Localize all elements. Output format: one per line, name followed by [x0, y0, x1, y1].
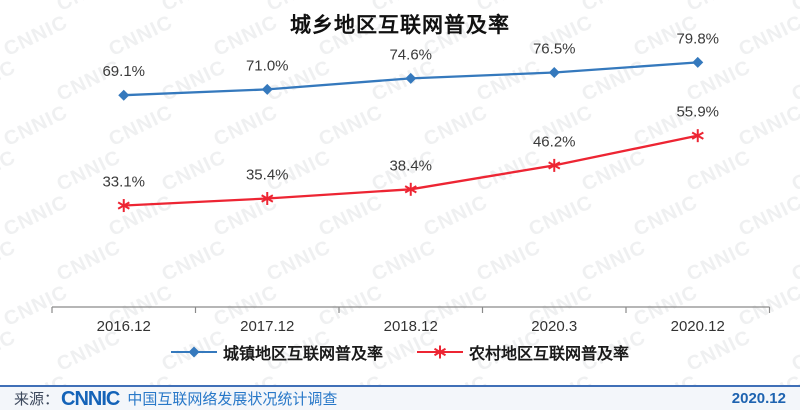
data-label: 71.0% [246, 57, 289, 74]
data-label: 79.8% [676, 30, 719, 47]
asterisk-marker-icon [433, 345, 447, 359]
chart-title: 城乡地区互联网普及率 [290, 14, 510, 37]
x-tick-label: 2018.12 [384, 318, 438, 335]
data-label: 46.2% [533, 133, 576, 150]
data-point-marker [117, 199, 130, 213]
legend-item-rural: 农村地区互联网普及率 [417, 340, 629, 364]
report-date: 2020.12 [731, 390, 786, 407]
legend-label-urban: 城镇地区互联网普及率 [222, 346, 383, 363]
data-label: 74.6% [389, 46, 432, 63]
rural-series-marker-icon [417, 345, 463, 359]
data-label: 55.9% [676, 104, 719, 121]
x-tick-label: 2016.12 [97, 318, 151, 335]
data-label: 69.1% [102, 63, 145, 80]
survey-org-name: 中国互联网络发展状况统计调查 [127, 391, 338, 408]
x-tick-label: 2020.3 [531, 318, 577, 335]
data-label: 38.4% [389, 157, 432, 174]
legend-label-rural: 农村地区互联网普及率 [469, 346, 630, 363]
source-label: 来源： [14, 391, 60, 408]
data-point-marker [691, 129, 704, 143]
data-point-marker [261, 191, 274, 205]
cnnic-logo: CNNIC [61, 387, 120, 410]
chart-legend: 城镇地区互联网普及率 农村地区互联网普及率 [0, 340, 800, 364]
data-point-marker [118, 89, 130, 101]
data-label: 33.1% [102, 174, 145, 191]
x-tick-label: 2020.12 [671, 318, 725, 335]
urban-series-marker-icon [170, 346, 217, 358]
data-point-marker [404, 182, 417, 196]
data-label: 35.4% [246, 166, 289, 183]
data-point-marker [548, 67, 560, 79]
data-point-marker [692, 56, 704, 68]
legend-item-urban: 城镇地区互联网普及率 [170, 340, 383, 364]
data-point-marker [261, 83, 273, 95]
data-point-marker [405, 72, 417, 84]
x-tick-label: 2017.12 [240, 318, 294, 335]
data-point-marker [548, 158, 561, 172]
data-label: 76.5% [533, 41, 576, 58]
diamond-marker-icon [188, 346, 200, 358]
footer-bar: 来源： CNNIC 中国互联网络发展状况统计调查 2020.12 [0, 385, 800, 410]
line-chart: 2016.12 2017.12 2018.12 2020.3 2020.12 69.1% 7… [51, 30, 771, 335]
